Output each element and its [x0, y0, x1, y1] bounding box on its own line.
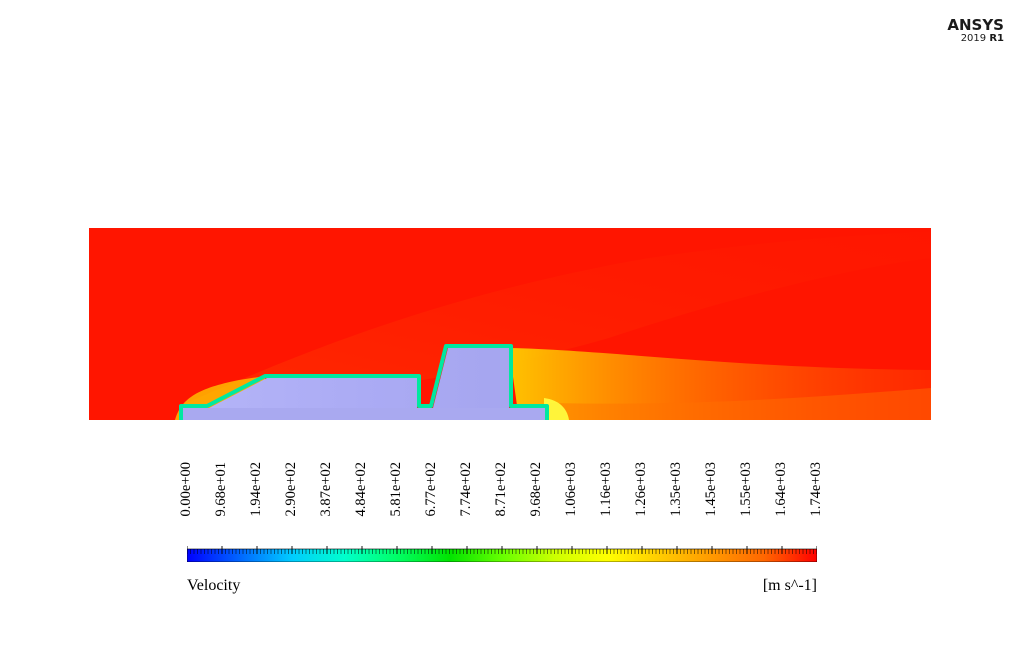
- velocity-colorbar: [187, 546, 817, 562]
- legend-units: [m s^-1]: [762, 577, 817, 594]
- legend-tick-label: 0.00e+00: [178, 462, 194, 517]
- legend-tick-label: 9.68e+01: [213, 462, 229, 517]
- upper-shear-layer: [179, 232, 931, 406]
- colorbar-ticks: [187, 546, 817, 554]
- legend-tick-label: 3.87e+02: [318, 462, 334, 517]
- legend-tick-label: 1.64e+03: [773, 462, 789, 517]
- legend-tick-label: 9.68e+02: [528, 462, 544, 517]
- wake-region: [509, 348, 931, 420]
- legend-tick-label: 1.55e+03: [738, 462, 754, 517]
- rear-boundary-layer: [544, 398, 569, 420]
- logo-version: 2019 R1: [947, 33, 1004, 44]
- solid-body: [183, 348, 545, 420]
- legend-tick-label: 1.94e+02: [248, 462, 264, 517]
- ground-plate: [183, 408, 545, 420]
- logo-name: ANSYS: [947, 16, 1004, 34]
- legend-tick-label: 1.35e+03: [668, 462, 684, 517]
- legend-tick-label: 1.06e+03: [563, 462, 579, 517]
- legend-tick-label: 1.45e+03: [703, 462, 719, 517]
- legend-tick-label: 1.26e+03: [633, 462, 649, 517]
- legend-tick-label: 4.84e+02: [353, 462, 369, 517]
- legend-tick-label: 1.16e+03: [598, 462, 614, 517]
- legend-tick-label: 2.90e+02: [283, 462, 299, 517]
- ansys-logo: ANSYS 2019 R1: [947, 17, 1004, 44]
- legend-title: Velocity: [187, 577, 241, 594]
- legend-tick-label: 6.77e+02: [423, 462, 439, 517]
- legend-tick-label: 8.71e+02: [493, 462, 509, 517]
- legend-tick-label: 1.74e+03: [808, 462, 824, 517]
- velocity-contour-plot: [89, 228, 931, 420]
- logo-version-year: 2019: [960, 33, 987, 44]
- legend-tick-label: 5.81e+02: [388, 462, 404, 517]
- wake-lower-band: [549, 388, 931, 420]
- logo-version-release: R1: [989, 33, 1004, 44]
- legend-tick-label: 7.74e+02: [458, 462, 474, 517]
- body-outline-glow: [179, 344, 549, 420]
